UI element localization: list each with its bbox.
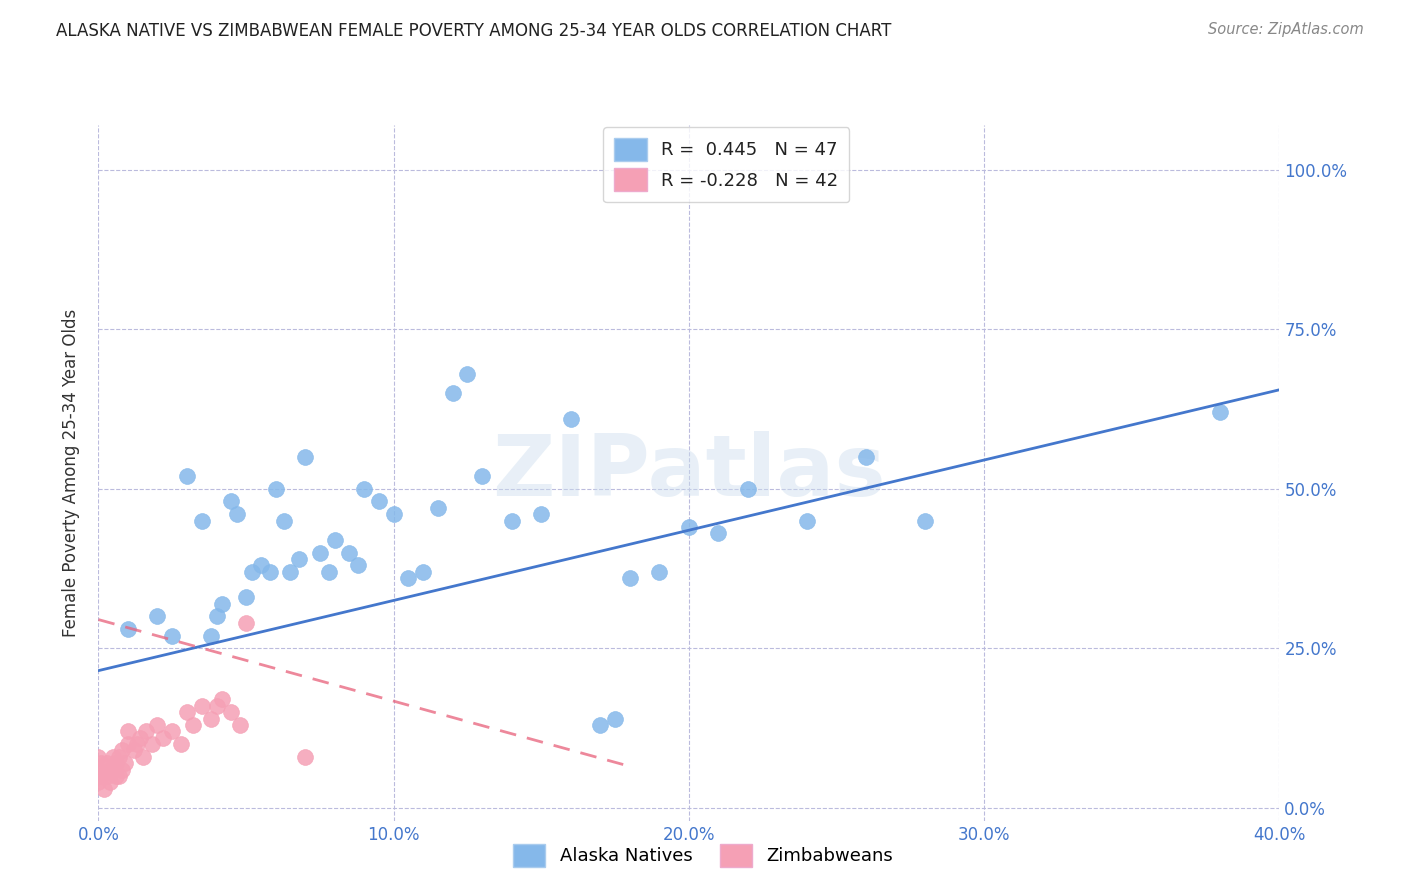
- Point: [98, 763, 121, 777]
- Point: [111, 743, 134, 757]
- Point: [205, 609, 228, 624]
- Point: [382, 508, 405, 522]
- Point: [278, 565, 302, 579]
- Point: [240, 565, 263, 579]
- Point: [87, 775, 110, 789]
- Point: [90, 769, 112, 783]
- Point: [87, 749, 110, 764]
- Point: [125, 737, 148, 751]
- Point: [152, 731, 174, 745]
- Point: [108, 769, 131, 783]
- Point: [132, 749, 155, 764]
- Point: [560, 411, 582, 425]
- Point: [96, 756, 118, 771]
- Point: [530, 508, 553, 522]
- Point: [135, 724, 157, 739]
- Point: [96, 769, 118, 783]
- Point: [318, 565, 340, 579]
- Point: [250, 558, 273, 573]
- Point: [855, 450, 877, 464]
- Point: [181, 718, 204, 732]
- Point: [141, 737, 163, 751]
- Point: [211, 597, 233, 611]
- Point: [105, 756, 128, 771]
- Point: [707, 526, 730, 541]
- Point: [111, 763, 134, 777]
- Point: [103, 749, 125, 764]
- Point: [619, 571, 641, 585]
- Point: [259, 565, 281, 579]
- Point: [117, 724, 139, 739]
- Point: [323, 533, 346, 547]
- Point: [273, 514, 295, 528]
- Point: [90, 756, 112, 771]
- Point: [288, 552, 311, 566]
- Point: [211, 692, 233, 706]
- Point: [122, 743, 145, 757]
- Point: [309, 545, 332, 559]
- Point: [353, 482, 375, 496]
- Point: [128, 731, 150, 745]
- Point: [796, 514, 818, 528]
- Point: [456, 367, 478, 381]
- Y-axis label: Female Poverty Among 25-34 Year Olds: Female Poverty Among 25-34 Year Olds: [62, 309, 80, 637]
- Point: [605, 712, 627, 726]
- Point: [589, 718, 612, 732]
- Point: [98, 775, 121, 789]
- Point: [678, 520, 700, 534]
- Point: [441, 386, 464, 401]
- Point: [226, 508, 249, 522]
- Point: [648, 565, 671, 579]
- Point: [229, 718, 252, 732]
- Point: [103, 763, 125, 777]
- Point: [294, 450, 316, 464]
- Text: ZIPatlas: ZIPatlas: [492, 431, 886, 515]
- Point: [87, 763, 110, 777]
- Point: [219, 705, 242, 719]
- Point: [368, 494, 391, 508]
- Point: [93, 781, 115, 796]
- Point: [117, 622, 139, 636]
- Point: [200, 712, 222, 726]
- Point: [176, 705, 198, 719]
- Point: [737, 482, 759, 496]
- Point: [191, 698, 214, 713]
- Point: [501, 514, 523, 528]
- Point: [339, 545, 360, 559]
- Point: [162, 628, 183, 642]
- Point: [105, 769, 128, 783]
- Point: [205, 698, 228, 713]
- Text: Source: ZipAtlas.com: Source: ZipAtlas.com: [1208, 22, 1364, 37]
- Point: [117, 737, 139, 751]
- Point: [914, 514, 936, 528]
- Point: [200, 628, 222, 642]
- Point: [162, 724, 183, 739]
- Point: [146, 609, 169, 624]
- Point: [1209, 405, 1232, 419]
- Point: [412, 565, 434, 579]
- Legend: R =  0.445   N = 47, R = -0.228   N = 42: R = 0.445 N = 47, R = -0.228 N = 42: [603, 127, 849, 202]
- Point: [294, 749, 316, 764]
- Point: [235, 615, 257, 630]
- Point: [191, 514, 214, 528]
- Point: [219, 494, 242, 508]
- Point: [108, 749, 131, 764]
- Point: [396, 571, 419, 585]
- Point: [235, 591, 257, 605]
- Point: [170, 737, 193, 751]
- Point: [264, 482, 287, 496]
- Point: [347, 558, 370, 573]
- Point: [114, 756, 136, 771]
- Text: ALASKA NATIVE VS ZIMBABWEAN FEMALE POVERTY AMONG 25-34 YEAR OLDS CORRELATION CHA: ALASKA NATIVE VS ZIMBABWEAN FEMALE POVER…: [56, 22, 891, 40]
- Legend: Alaska Natives, Zimbabweans: Alaska Natives, Zimbabweans: [506, 837, 900, 874]
- Point: [471, 469, 494, 483]
- Point: [176, 469, 198, 483]
- Point: [87, 769, 110, 783]
- Point: [146, 718, 169, 732]
- Point: [427, 500, 450, 515]
